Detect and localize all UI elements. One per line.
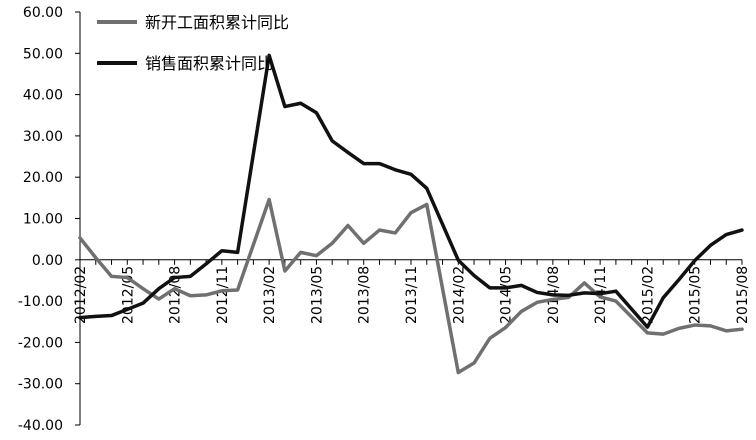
y-axis: 60.00 50.00 40.00 30.00 20.00 10.00 0.00 -10.00… (18, 5, 81, 434)
y-tick-label: 10.00 (23, 212, 63, 228)
x-tick-label: 2012/05 (120, 266, 136, 324)
legend-label-sales: 销售面积累计同比 (145, 54, 273, 73)
y-tick-label: -30.00 (18, 377, 63, 393)
x-axis: 2012/02 2012/05 2012/08 2012/11 2013/02 2013/… (73, 259, 751, 324)
y-tick-label: 50.00 (23, 46, 63, 62)
y-tick-label: 20.00 (23, 170, 63, 186)
x-tick-label: 2013/02 (262, 266, 278, 324)
legend-label-new-start: 新开工面积累计同比 (145, 13, 289, 32)
series-layer (78, 53, 744, 375)
y-tick-label: 60.00 (23, 5, 63, 21)
y-tick-label: 30.00 (23, 129, 63, 145)
x-tick-label: 2013/08 (357, 266, 373, 324)
y-tick-label: -40.00 (18, 418, 63, 434)
x-tick-label: 2013/11 (404, 266, 420, 324)
y-tick-label: -10.00 (18, 294, 63, 310)
series-line-new-start (78, 197, 744, 375)
x-tick-label: 2014/05 (499, 266, 515, 324)
x-tick-label: 2012/08 (168, 266, 184, 324)
x-tick-label: 2015/05 (688, 266, 704, 324)
x-tick-label: 2014/02 (451, 266, 467, 324)
series-line-sales (78, 53, 744, 329)
x-tick-label: 2012/11 (215, 266, 231, 324)
y-tick-label: 40.00 (23, 88, 63, 104)
x-tick-label: 2015/02 (640, 266, 656, 324)
x-tick-label: 2013/05 (309, 266, 325, 324)
x-tick-label: 2012/02 (73, 266, 89, 324)
y-tick-label: -20.00 (18, 335, 63, 351)
legend: 新开工面积累计同比 销售面积累计同比 (97, 13, 289, 73)
x-tick-label: 2015/08 (735, 266, 751, 324)
y-tick-label: 0.00 (32, 253, 63, 269)
